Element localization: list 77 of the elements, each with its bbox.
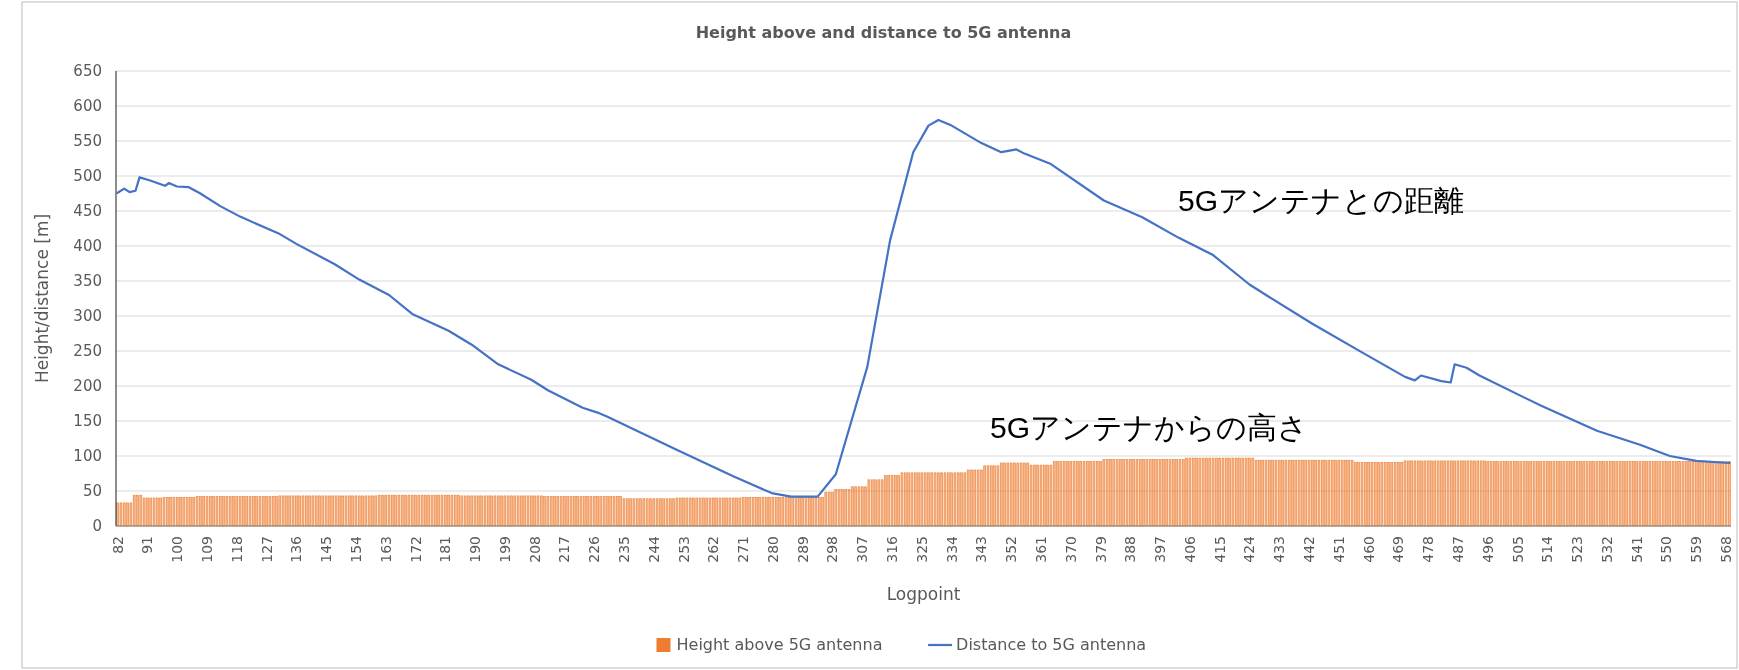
x-tick-label: 307 — [854, 536, 871, 563]
x-tick-label: 415 — [1211, 536, 1228, 563]
x-tick-label: 118 — [228, 536, 245, 563]
x-tick-label: 532 — [1598, 536, 1615, 563]
x-tick-label: 271 — [735, 536, 752, 563]
x-tick-label: 145 — [318, 536, 335, 563]
x-tick-label: 253 — [675, 536, 692, 563]
x-axis-title: Logpoint — [886, 584, 961, 604]
x-tick-label: 172 — [407, 536, 424, 563]
x-tick-label: 235 — [616, 536, 632, 563]
y-tick-label: 650 — [73, 62, 102, 80]
x-tick-label: 226 — [586, 535, 603, 563]
x-tick-label: 280 — [764, 536, 781, 563]
y-tick-label: 100 — [73, 447, 102, 465]
y-tick-label: 0 — [92, 517, 102, 535]
annotation: 5Gアンテナからの高さ — [990, 411, 1309, 444]
y-tick-label: 500 — [73, 167, 102, 185]
x-tick-label: 451 — [1330, 536, 1347, 563]
x-tick-label: 136 — [288, 535, 305, 563]
x-tick-label: 244 — [645, 535, 662, 563]
x-tick-label: 514 — [1539, 535, 1556, 563]
x-tick-label: 82 — [109, 536, 126, 554]
y-tick-label: 450 — [73, 202, 102, 220]
x-tick-label: 289 — [794, 536, 811, 563]
x-tick-label: 190 — [467, 536, 484, 563]
x-tick-label: 109 — [199, 536, 216, 563]
x-tick-label: 370 — [1062, 536, 1079, 563]
x-tick-label: 550 — [1658, 536, 1675, 563]
line-series — [116, 118, 1731, 498]
x-tick-label: 397 — [1152, 536, 1169, 563]
x-tick-label: 469 — [1390, 536, 1407, 563]
x-tick-label: 433 — [1271, 536, 1288, 563]
legend-label: Height above 5G antenna — [676, 635, 883, 654]
x-tick-label: 523 — [1569, 536, 1586, 563]
x-tick-label: 388 — [1122, 536, 1139, 563]
x-tick-label: 181 — [437, 536, 454, 563]
annotation: 5Gアンテナとの距離 — [1178, 184, 1465, 217]
y-tick-label: 600 — [73, 97, 102, 115]
x-tick-label: 298 — [824, 536, 841, 563]
x-tick-label: 262 — [705, 536, 722, 563]
x-tick-label: 127 — [258, 536, 275, 563]
x-tick-label: 208 — [526, 536, 543, 563]
x-tick-label: 406 — [1181, 535, 1198, 563]
x-tick-label: 496 — [1479, 535, 1496, 563]
y-axis-title: Height/distance [m] — [32, 213, 52, 384]
y-tick-label: 150 — [73, 412, 102, 430]
x-tick-label: 217 — [556, 536, 573, 563]
x-tick-label: 541 — [1628, 536, 1645, 563]
x-tick-label: 424 — [1241, 535, 1258, 563]
x-tick-label: 343 — [973, 536, 990, 563]
y-tick-label: 550 — [73, 132, 102, 150]
y-tick-label: 300 — [73, 307, 102, 325]
x-tick-label: 487 — [1449, 536, 1466, 563]
y-tick-label: 200 — [73, 377, 102, 395]
x-tick-label: 154 — [347, 535, 364, 563]
x-tick-label: 442 — [1301, 536, 1318, 563]
y-tick-label: 400 — [73, 237, 102, 255]
legend-label: Distance to 5G antenna — [956, 635, 1147, 654]
x-tick-label: 163 — [377, 536, 394, 563]
x-tick-label: 505 — [1509, 536, 1526, 563]
x-tick-label: 361 — [1032, 536, 1049, 563]
x-tick-label: 478 — [1420, 536, 1437, 563]
y-tick-label: 50 — [82, 482, 102, 500]
y-tick-label: 350 — [73, 272, 102, 290]
x-tick-label: 100 — [169, 536, 186, 563]
x-tick-label: 559 — [1688, 536, 1705, 563]
y-tick-label: 250 — [73, 342, 102, 360]
x-tick-label: 325 — [913, 536, 930, 563]
x-tick-label: 91 — [139, 536, 156, 554]
x-tick-label: 379 — [1092, 536, 1109, 563]
x-tick-label: 352 — [1003, 536, 1020, 563]
chart-title: Height above and distance to 5G antenna — [695, 23, 1072, 42]
x-tick-label: 334 — [943, 535, 960, 563]
x-tick-label: 316 — [884, 535, 901, 563]
x-tick-label: 460 — [1360, 536, 1377, 563]
x-tick-label: 568 — [1718, 536, 1735, 563]
x-tick-label: 199 — [496, 536, 513, 563]
